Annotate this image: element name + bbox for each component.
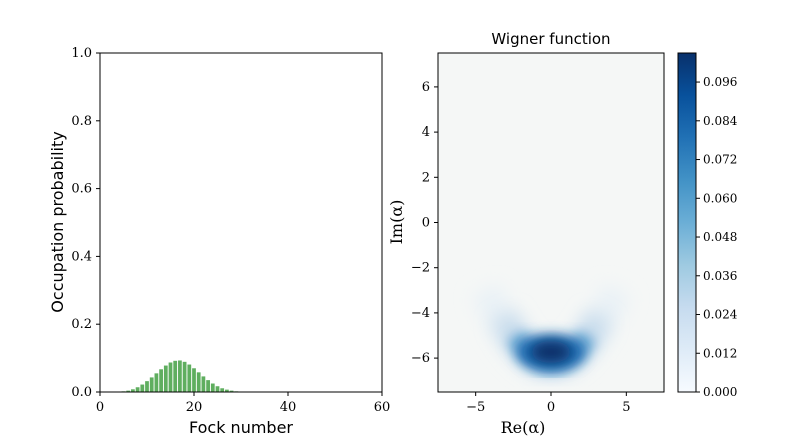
x-tick-label: 60 [374, 400, 391, 415]
left-y-ticks: 0.0 0.2 0.4 0.6 0.8 1.0 [71, 46, 100, 400]
y-tick-label: −2 [411, 261, 430, 276]
bar [145, 381, 149, 392]
colorbar-tick-label: 0.000 [703, 385, 737, 399]
fock-distribution-chart: 0.0 0.2 0.4 0.6 0.8 1.0 0 20 40 60 Fock number O… [48, 46, 390, 437]
heatmap-peak-core [531, 341, 571, 363]
heatmap-y-ticks: 6 4 2 0 −2 −4 −6 [411, 80, 438, 366]
bar [196, 372, 201, 392]
y-tick-label: 0.2 [71, 317, 92, 332]
bar [154, 373, 159, 392]
left-axes-frame [99, 52, 383, 393]
colorbar-tick-label: 0.012 [703, 346, 737, 360]
colorbar-tick-label: 0.084 [703, 114, 738, 128]
bar [187, 364, 192, 392]
y-tick-label: 1.0 [71, 46, 92, 61]
heatmap-y-label: Im(α) [387, 200, 406, 245]
bar [126, 390, 131, 392]
x-tick-label: 0 [547, 400, 555, 415]
x-tick-label: 5 [622, 400, 630, 415]
bar [229, 390, 234, 392]
colorbar-tick-label: 0.024 [703, 308, 738, 322]
colorbar-ticks: 0.000 0.012 0.024 0.036 0.048 0.060 0.072 0.084… [696, 75, 738, 399]
y-tick-label: −4 [411, 306, 430, 321]
heatmap-title: Wigner function [491, 30, 610, 48]
bar [168, 362, 173, 392]
x-tick-label: −5 [466, 400, 485, 415]
colorbar-tick-label: 0.060 [703, 191, 737, 205]
bar [163, 365, 168, 392]
y-tick-label: 0 [422, 216, 430, 231]
heatmap-field [472, 283, 631, 380]
x-tick-label: 0 [96, 400, 104, 415]
bar [140, 384, 145, 392]
bar [159, 369, 163, 392]
bar [215, 386, 220, 392]
colorbar-gradient [677, 52, 697, 393]
heatmap-x-ticks: −5 0 5 [466, 392, 630, 415]
colorbar: 0.000 0.012 0.024 0.036 0.048 0.060 0.072 0.084… [677, 52, 738, 399]
bars-group [121, 360, 243, 392]
y-tick-label: 0.4 [71, 249, 92, 264]
bar [135, 387, 140, 392]
y-tick-label: 0.8 [71, 114, 92, 129]
wigner-heatmap: Wigner function −5 0 5 6 4 2 0 −2 −4 −6 Re(α) Im… [387, 30, 665, 437]
y-tick-label: 4 [422, 125, 430, 140]
left-x-label: Fock number [189, 418, 293, 437]
y-tick-label: 2 [422, 170, 430, 185]
bar [201, 376, 206, 392]
colorbar-tick-label: 0.072 [703, 153, 737, 167]
heatmap-x-label: Re(α) [501, 418, 546, 437]
left-x-ticks: 0 20 40 60 [96, 392, 390, 415]
bar [178, 360, 182, 392]
bar [210, 383, 215, 392]
bar [173, 360, 178, 392]
y-tick-label: −6 [411, 351, 430, 366]
colorbar-tick-label: 0.036 [703, 269, 737, 283]
y-tick-label: 0.6 [71, 182, 92, 197]
y-tick-label: 0.0 [71, 385, 92, 400]
colorbar-tick-label: 0.096 [703, 75, 737, 89]
x-tick-label: 20 [186, 400, 203, 415]
colorbar-tick-label: 0.048 [703, 230, 737, 244]
bar [220, 388, 225, 392]
bar [182, 361, 187, 392]
bar [206, 380, 210, 392]
bar [149, 377, 154, 392]
x-tick-label: 40 [280, 400, 297, 415]
left-y-label: Occupation probability [48, 131, 67, 312]
bar [192, 368, 196, 392]
y-tick-label: 6 [422, 80, 430, 95]
bar [225, 389, 229, 392]
bar [131, 389, 135, 392]
